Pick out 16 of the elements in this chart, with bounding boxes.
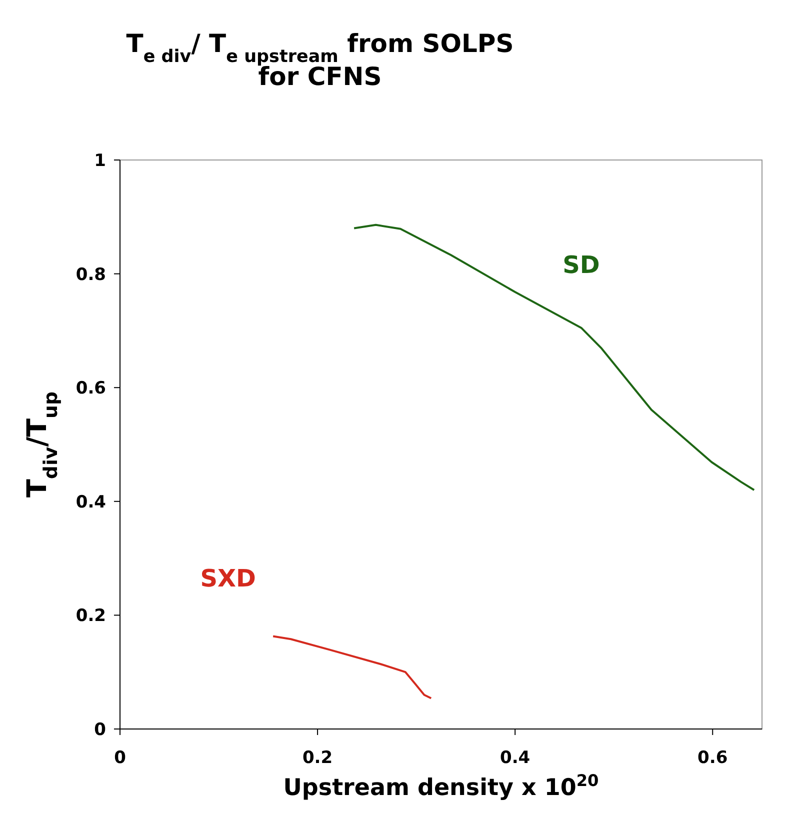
x-axis-title: Upstream density x 10$^{20}$	[283, 770, 599, 801]
series-label: SXD	[200, 564, 256, 592]
y-tick-label: 1	[94, 150, 106, 171]
line-series	[272, 635, 432, 700]
line-series	[353, 224, 756, 492]
y-tick-label: 0.4	[76, 492, 106, 512]
y-tick-label: 0.2	[76, 606, 106, 626]
x-tick-label: 0.6	[698, 748, 728, 768]
x-tick-label: 0	[114, 748, 126, 768]
x-tick-label: 0.4	[500, 748, 530, 768]
y-tick-label: 0	[94, 720, 106, 740]
y-tick-label: 0.8	[76, 264, 106, 285]
y-tick-label: 0.6	[76, 378, 106, 399]
series-label: SD	[562, 250, 600, 279]
chart-title: T$_{e div}$/ T$_{e upstream}$ from SOLPS for CFNS	[126, 29, 514, 91]
x-tick-label: 0.2	[302, 748, 333, 768]
